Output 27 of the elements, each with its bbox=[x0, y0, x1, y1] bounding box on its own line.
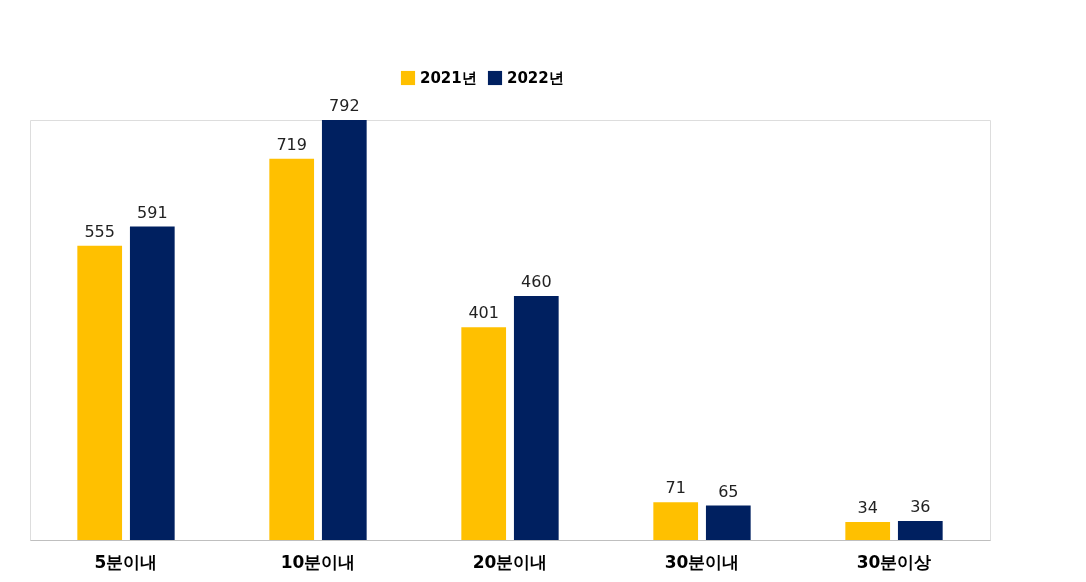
data-label: 65 bbox=[718, 481, 739, 501]
bar bbox=[269, 158, 315, 540]
bar bbox=[705, 505, 751, 540]
legend-label: 2022년 bbox=[507, 69, 564, 87]
data-label: 591 bbox=[137, 202, 168, 222]
bar bbox=[321, 120, 367, 540]
data-label: 460 bbox=[521, 272, 552, 292]
data-label: 719 bbox=[276, 134, 307, 154]
legend-label: 2021년 bbox=[420, 69, 477, 87]
x-tick-label: 30분이상 bbox=[856, 551, 932, 572]
bar bbox=[77, 245, 123, 540]
data-label: 792 bbox=[329, 96, 360, 115]
x-tick-label: 10분이내 bbox=[280, 551, 356, 572]
bar bbox=[653, 502, 699, 540]
data-label: 36 bbox=[910, 496, 931, 516]
bar bbox=[129, 226, 175, 540]
bar bbox=[845, 521, 891, 540]
data-label: 401 bbox=[468, 303, 499, 323]
bar bbox=[897, 520, 943, 540]
x-tick-label: 5분이내 bbox=[94, 551, 158, 572]
x-tick-label: 30분이내 bbox=[664, 551, 740, 572]
data-label: 71 bbox=[665, 478, 686, 498]
bar bbox=[461, 327, 507, 540]
x-tick-label: 20분이내 bbox=[472, 551, 548, 572]
data-label: 34 bbox=[857, 497, 878, 517]
data-label: 555 bbox=[84, 221, 115, 241]
bar bbox=[513, 296, 559, 540]
